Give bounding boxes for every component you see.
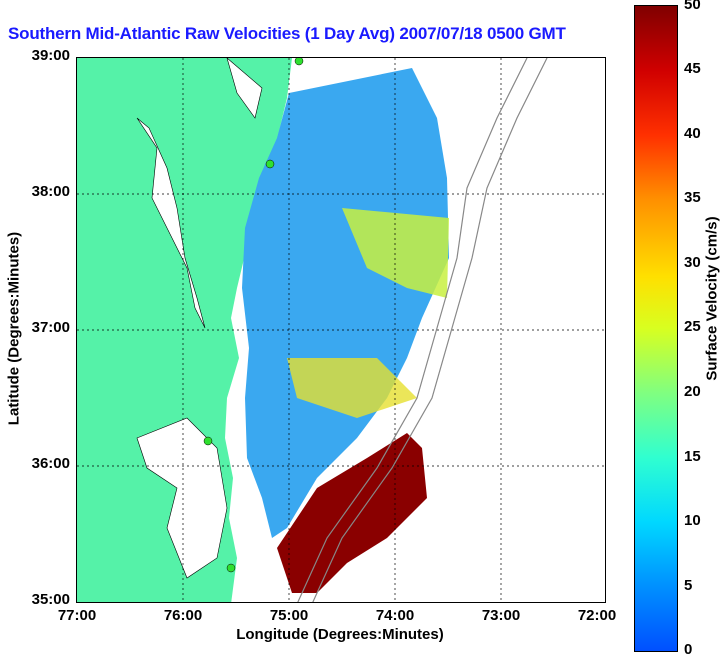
y-axis-label: Latitude (Degrees:Minutes) — [5, 231, 23, 426]
site-marker — [265, 159, 275, 169]
y-tick-label: 38:00 — [31, 183, 70, 200]
pamlico-sound — [136, 417, 228, 579]
bathymetry-contour — [297, 58, 528, 602]
colorbar — [634, 5, 678, 652]
colorbar-tick: 35 — [684, 189, 701, 206]
colorbar-tick: 25 — [684, 318, 701, 335]
x-tick-label: 72:00 — [577, 607, 617, 624]
x-tick-label: 74:00 — [375, 607, 415, 624]
y-tick-label: 36:00 — [31, 455, 70, 472]
colorbar-tick: 5 — [684, 577, 693, 594]
colorbar-tick: 0 — [684, 641, 693, 658]
bathymetry-contour-2 — [312, 58, 548, 602]
y-tick-label: 39:00 — [31, 47, 70, 64]
x-tick-label: 77:00 — [57, 607, 97, 624]
velocity-field-mid — [342, 208, 449, 298]
velocity-field-mid2 — [287, 358, 417, 418]
colorbar-tick: 15 — [684, 448, 701, 465]
site-marker — [203, 436, 213, 446]
velocity-map[interactable] — [77, 58, 606, 603]
velocity-field-high — [277, 433, 427, 593]
y-tick-label: 37:00 — [31, 319, 70, 336]
map-title: Southern Mid-Atlantic Raw Velocities (1 … — [8, 24, 566, 43]
site-marker — [226, 563, 236, 573]
map-frame[interactable] — [76, 57, 606, 603]
colorbar-label: Surface Velocity (cm/s) — [703, 216, 721, 381]
velocity-field-low — [242, 68, 449, 538]
x-axis-label: Longitude (Degrees:Minutes) — [236, 626, 444, 643]
colorbar-tick: 20 — [684, 383, 701, 400]
x-tick-label: 73:00 — [481, 607, 521, 624]
x-tick-label: 75:00 — [269, 607, 309, 624]
colorbar-tick: 30 — [684, 254, 701, 271]
grid-lines — [77, 58, 605, 602]
delaware-bay — [226, 58, 263, 119]
colorbar-tick: 40 — [684, 125, 701, 142]
site-marker — [294, 58, 304, 66]
y-tick-label: 35:00 — [31, 591, 70, 608]
colorbar-tick: 10 — [684, 512, 701, 529]
colorbar-tick: 50 — [684, 0, 701, 13]
x-tick-label: 76:00 — [163, 607, 203, 624]
colorbar-tick: 45 — [684, 60, 701, 77]
chesapeake-bay — [136, 117, 206, 329]
